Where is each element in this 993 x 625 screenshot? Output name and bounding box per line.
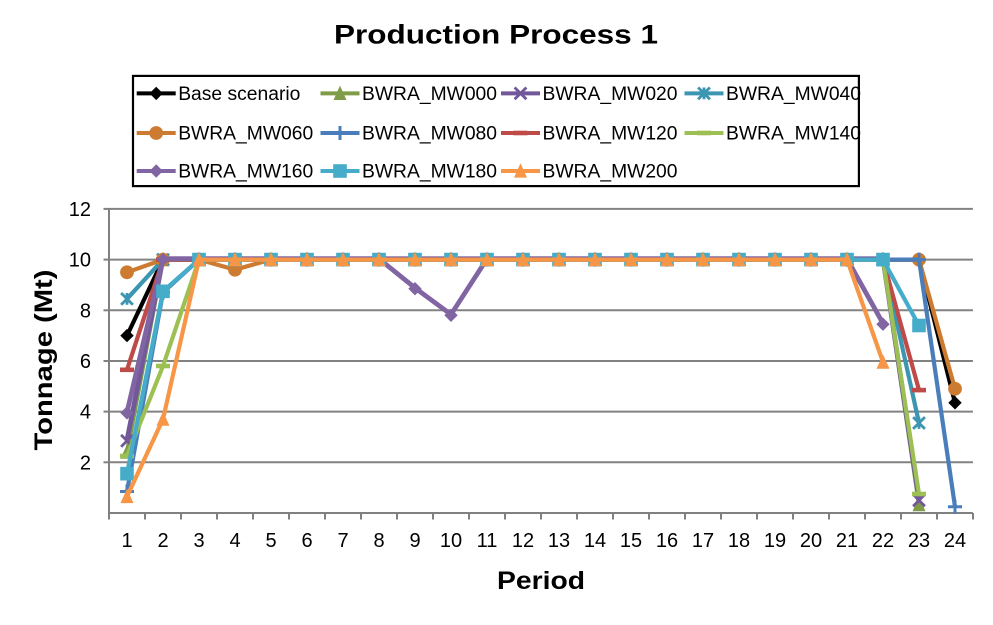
svg-text:10: 10	[69, 250, 91, 272]
svg-text:9: 9	[409, 530, 420, 552]
svg-text:12: 12	[512, 530, 534, 552]
svg-text:2: 2	[80, 452, 91, 474]
svg-text:BWRA_MW000: BWRA_MW000	[362, 84, 497, 105]
svg-text:BWRA_MW200: BWRA_MW200	[543, 162, 678, 183]
svg-text:11: 11	[477, 530, 498, 552]
svg-text:16: 16	[656, 530, 678, 552]
svg-text:20: 20	[800, 530, 822, 552]
svg-text:3: 3	[193, 530, 204, 552]
svg-text:13: 13	[548, 530, 570, 552]
svg-text:BWRA_MW020: BWRA_MW020	[543, 84, 678, 105]
svg-text:BWRA_MW120: BWRA_MW120	[543, 124, 678, 145]
svg-text:12: 12	[69, 199, 91, 221]
svg-text:Base scenario: Base scenario	[178, 84, 300, 105]
svg-text:23: 23	[908, 530, 930, 552]
svg-text:5: 5	[265, 530, 276, 552]
svg-text:BWRA_MW140: BWRA_MW140	[726, 124, 861, 145]
svg-text:4: 4	[229, 530, 240, 552]
svg-text:BWRA_MW160: BWRA_MW160	[178, 162, 313, 183]
svg-text:14: 14	[584, 530, 606, 552]
svg-text:17: 17	[692, 530, 714, 552]
svg-text:18: 18	[728, 530, 750, 552]
svg-text:4: 4	[80, 402, 91, 424]
svg-text:8: 8	[80, 300, 91, 322]
svg-text:BWRA_MW040: BWRA_MW040	[726, 84, 861, 105]
svg-text:22: 22	[872, 530, 894, 552]
svg-text:8: 8	[373, 530, 384, 552]
svg-text:Production Process 1: Production Process 1	[334, 20, 658, 50]
svg-text:BWRA_MW080: BWRA_MW080	[362, 124, 497, 145]
svg-text:21: 21	[836, 530, 858, 552]
svg-text:24: 24	[944, 530, 966, 552]
svg-text:BWRA_MW180: BWRA_MW180	[362, 162, 497, 183]
svg-text:7: 7	[337, 530, 348, 552]
svg-text:10: 10	[440, 530, 462, 552]
svg-text:6: 6	[80, 351, 91, 373]
svg-text:15: 15	[620, 530, 642, 552]
svg-text:19: 19	[764, 530, 786, 552]
svg-text:Period: Period	[497, 567, 585, 595]
svg-text:6: 6	[301, 530, 312, 552]
svg-text:BWRA_MW060: BWRA_MW060	[178, 124, 313, 145]
svg-text:2: 2	[157, 530, 168, 552]
svg-text:Tonnage (Mt): Tonnage (Mt)	[30, 270, 58, 451]
svg-text:1: 1	[121, 530, 132, 552]
